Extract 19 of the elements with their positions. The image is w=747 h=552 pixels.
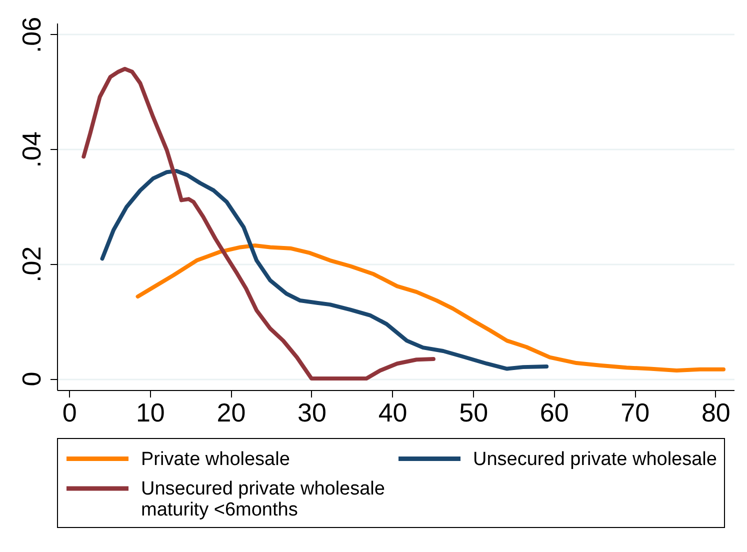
x-tick-label: 30 [298, 398, 326, 428]
x-tick-label: 0 [62, 398, 77, 428]
legend-label: Private wholesale [141, 448, 290, 470]
y-tick-label: .04 [16, 132, 46, 168]
x-tick-label: 50 [459, 398, 488, 428]
line-series [136, 243, 726, 373]
legend-label: Unsecured private wholesale maturity <6months [141, 478, 385, 520]
line-series [82, 66, 436, 381]
y-tick-label: .02 [16, 246, 46, 282]
y-tick-label: 0 [16, 372, 46, 386]
x-tick-label: 60 [540, 398, 569, 428]
x-tick-label: 10 [136, 398, 165, 428]
x-tick-label: 80 [701, 398, 730, 428]
x-tick-label: 20 [216, 398, 246, 428]
legend-label: Unsecured private wholesale [473, 448, 717, 470]
line-series [100, 168, 549, 371]
y-tick-label: .06 [16, 16, 46, 54]
x-tick-label: 40 [378, 398, 408, 428]
x-tick-label: 70 [620, 398, 650, 428]
